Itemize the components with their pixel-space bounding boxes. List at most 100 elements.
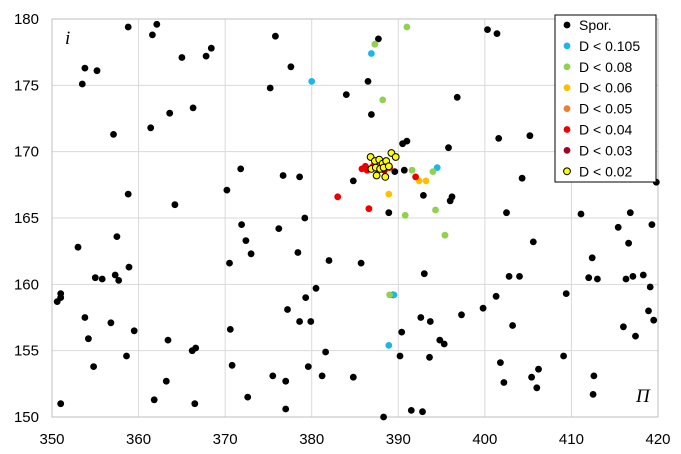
data-point: [497, 359, 504, 366]
legend-entries: Spor. D < 0.105 D < 0.08 D < 0.06 D < 0.05 D …: [563, 17, 640, 179]
data-point: [358, 165, 366, 173]
data-point: [304, 363, 312, 370]
data-point: [458, 311, 465, 319]
data-point: [296, 318, 303, 325]
legend-marker: [563, 63, 571, 71]
data-point: [426, 318, 434, 325]
data-point: [589, 391, 597, 398]
y-axis-label: i: [65, 28, 70, 49]
legend-marker: [563, 42, 571, 50]
x-tick-label: 370: [213, 431, 238, 448]
data-point: [237, 165, 245, 173]
data-point: [238, 221, 246, 229]
data-point: [429, 168, 437, 176]
legend-marker: [563, 147, 571, 154]
data-point: [426, 353, 433, 361]
data-point: [401, 211, 409, 219]
data-point: [124, 190, 132, 198]
data-point: [560, 352, 567, 360]
data-point: [632, 332, 639, 340]
legend-label: D < 0.02: [579, 163, 633, 179]
legend-box: [554, 14, 657, 183]
data-point: [110, 131, 117, 138]
data-point: [495, 135, 503, 142]
data-point: [585, 274, 593, 282]
data-point: [445, 144, 452, 152]
data-point: [266, 84, 274, 92]
data-point: [441, 231, 449, 239]
data-point: [150, 396, 158, 404]
data-point: [178, 54, 186, 61]
data-point: [307, 318, 315, 325]
data-point: [448, 193, 456, 201]
data-point: [57, 290, 65, 297]
data-point: [192, 344, 200, 352]
legend-label: D < 0.04: [579, 122, 633, 138]
data-point: [124, 23, 132, 31]
data-point: [453, 93, 461, 101]
data-point: [379, 96, 387, 104]
data-point: [403, 23, 411, 31]
data-point: [191, 400, 199, 408]
data-point: [365, 205, 373, 213]
data-point: [526, 132, 534, 140]
data-point: [287, 63, 295, 71]
data-point: [622, 275, 630, 283]
data-points: [53, 20, 660, 421]
data-point: [272, 32, 279, 40]
data-point: [648, 221, 656, 229]
y-tick-label: 165: [14, 210, 39, 227]
data-point: [78, 80, 86, 88]
data-point: [74, 243, 82, 251]
legend-marker: [563, 84, 571, 92]
data-point: [81, 314, 89, 321]
x-axis-label: Π: [635, 386, 651, 407]
y-tick-label: 175: [14, 77, 39, 94]
data-point: [123, 352, 130, 360]
data-point: [349, 177, 357, 185]
data-point: [166, 109, 174, 117]
data-point: [381, 173, 390, 181]
data-point: [650, 316, 658, 324]
data-point: [645, 307, 652, 315]
data-point: [440, 340, 448, 348]
data-point: [282, 405, 290, 413]
legend-label: D < 0.05: [579, 101, 633, 117]
data-point: [302, 294, 310, 301]
data-point: [516, 273, 523, 280]
data-point: [125, 263, 133, 271]
data-point: [400, 166, 408, 174]
data-point: [407, 407, 415, 414]
data-point: [620, 323, 627, 331]
data-point: [529, 238, 537, 246]
data-point: [398, 328, 406, 336]
data-point: [53, 298, 61, 305]
x-tick-label: 400: [472, 431, 497, 448]
data-point: [396, 352, 404, 360]
data-point: [130, 327, 138, 335]
data-point: [492, 292, 500, 300]
data-point: [81, 64, 89, 72]
data-point: [371, 40, 379, 48]
data-point: [247, 250, 255, 258]
data-point: [113, 233, 121, 241]
data-point: [91, 274, 99, 282]
x-tick-label: 390: [386, 431, 411, 448]
plot-area-frame: [51, 18, 659, 418]
legend-label: D < 0.03: [579, 142, 633, 158]
legend-label: Spor.: [579, 17, 612, 33]
legend-label: D < 0.105: [579, 38, 640, 54]
y-tick-label: 155: [14, 343, 39, 360]
data-point: [364, 78, 372, 85]
x-tick-label: 350: [39, 431, 64, 448]
data-point: [419, 408, 426, 416]
data-point: [399, 140, 406, 148]
data-point: [318, 372, 326, 380]
data-point: [433, 164, 441, 172]
data-point: [282, 377, 290, 385]
data-point: [301, 214, 309, 222]
data-point: [625, 239, 632, 247]
data-point: [294, 249, 302, 256]
data-point: [384, 162, 393, 171]
